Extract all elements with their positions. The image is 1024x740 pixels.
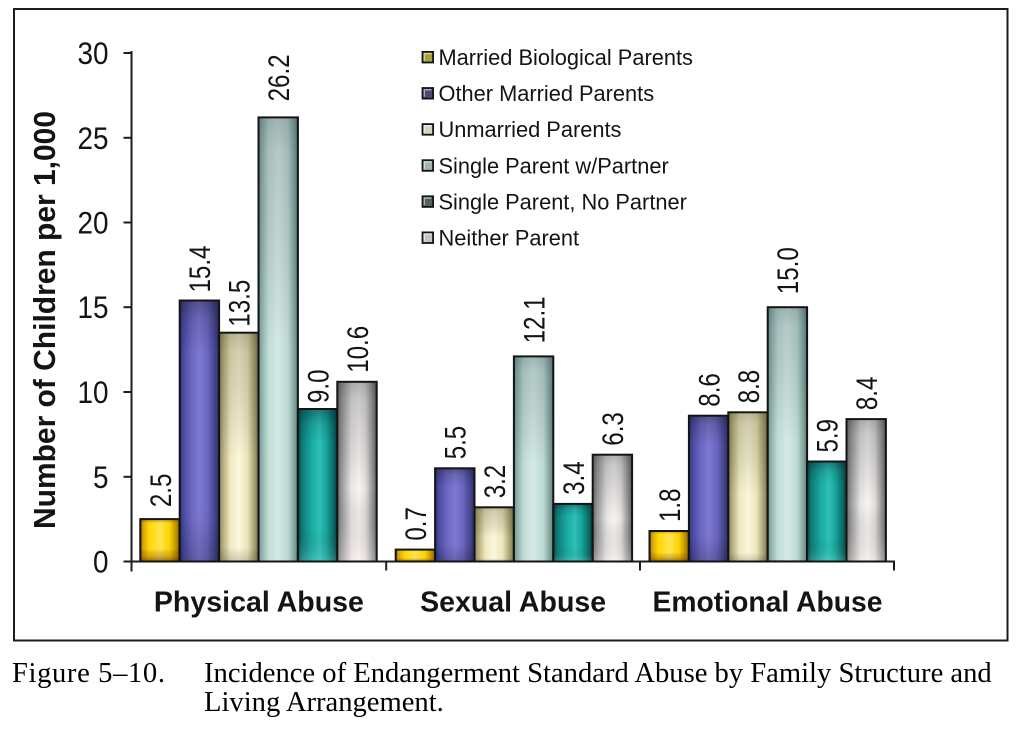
svg-text:Emotional Abuse: Emotional Abuse	[653, 587, 883, 619]
svg-text:8.6: 8.6	[693, 373, 726, 407]
svg-text:30: 30	[78, 35, 109, 71]
svg-text:6.3: 6.3	[597, 412, 630, 446]
svg-text:10: 10	[78, 374, 109, 410]
svg-text:12.1: 12.1	[518, 296, 551, 343]
svg-text:Number of Children per 1,000: Number of Children per 1,000	[28, 111, 62, 529]
svg-text:Single Parent w/Partner: Single Parent w/Partner	[439, 153, 669, 178]
svg-text:Figure 5–10.: Figure 5–10.	[12, 658, 165, 689]
svg-text:15.0: 15.0	[772, 247, 805, 294]
svg-text:9.0: 9.0	[302, 370, 335, 404]
svg-text:5: 5	[93, 459, 109, 495]
svg-text:Single Parent, No Partner: Single Parent, No Partner	[439, 189, 687, 214]
svg-text:0: 0	[93, 544, 109, 580]
svg-text:26.2: 26.2	[263, 54, 296, 101]
svg-text:Unmarried Parents: Unmarried Parents	[439, 117, 622, 142]
svg-text:5.5: 5.5	[440, 426, 473, 460]
svg-text:8.8: 8.8	[733, 370, 766, 404]
svg-text:Living Arrangement.: Living Arrangement.	[204, 687, 444, 718]
svg-text:Physical Abuse: Physical Abuse	[154, 587, 364, 619]
svg-text:Other Married Parents: Other Married Parents	[439, 81, 655, 106]
svg-text:0.7: 0.7	[400, 507, 433, 541]
svg-text:3.4: 3.4	[558, 461, 591, 495]
svg-text:2.5: 2.5	[145, 474, 178, 508]
svg-text:10.6: 10.6	[342, 326, 375, 373]
svg-text:5.9: 5.9	[812, 419, 845, 453]
svg-text:13.5: 13.5	[224, 280, 257, 327]
svg-text:8.4: 8.4	[851, 377, 884, 411]
svg-text:15.4: 15.4	[184, 245, 217, 292]
svg-text:Married Biological Parents: Married Biological Parents	[439, 45, 694, 70]
svg-text:20: 20	[78, 205, 109, 241]
svg-text:Sexual Abuse: Sexual Abuse	[420, 587, 606, 619]
svg-text:15: 15	[78, 289, 109, 325]
svg-text:25: 25	[78, 120, 109, 156]
svg-text:1.8: 1.8	[654, 489, 687, 523]
svg-text:Incidence of Endangerment Stan: Incidence of Endangerment Standard Abuse…	[204, 658, 992, 689]
svg-text:Neither Parent: Neither Parent	[439, 226, 580, 251]
svg-text:3.2: 3.2	[479, 465, 512, 499]
